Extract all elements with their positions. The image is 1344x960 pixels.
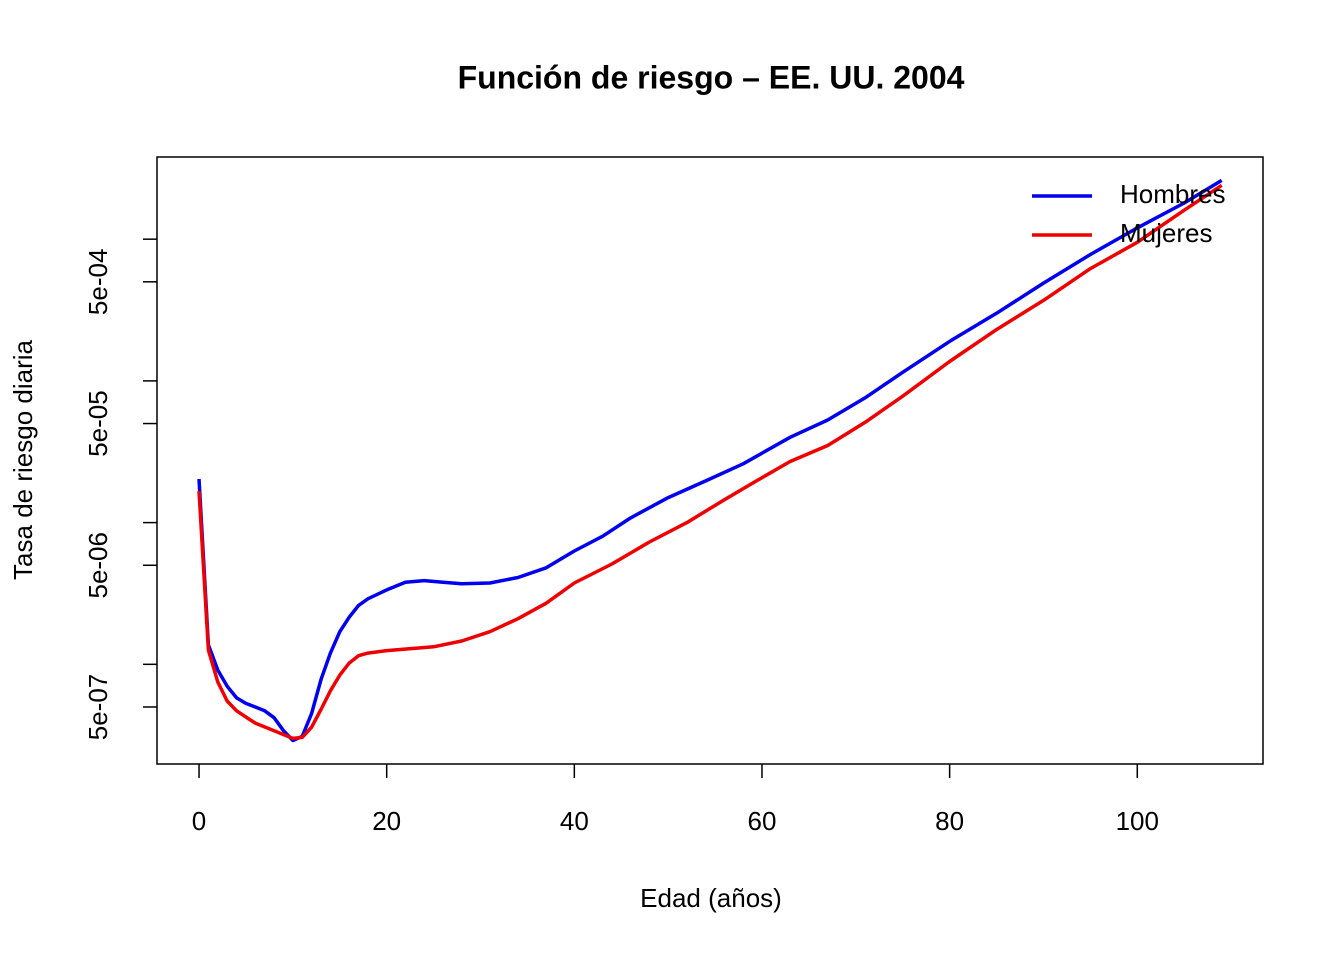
y-tick-label: 5e-04 (83, 249, 113, 316)
x-tick-label: 20 (372, 806, 401, 836)
x-tick-label: 40 (560, 806, 589, 836)
plot-frame (156, 156, 1264, 765)
x-tick-label: 80 (935, 806, 964, 836)
x-tick-label: 60 (748, 806, 777, 836)
x-tick-label: 0 (192, 806, 206, 836)
x-tick-label: 100 (1116, 806, 1159, 836)
y-tick-label: 5e-07 (83, 674, 113, 741)
legend-label: Hombres (1120, 179, 1225, 209)
series-line (197, 183, 1223, 741)
series-line (197, 178, 1223, 743)
y-axis-label: Tasa de riesgo diaria (8, 340, 38, 580)
legend-label: Mujeres (1120, 218, 1212, 248)
x-axis-label: Edad (años) (640, 883, 782, 913)
y-tick-label: 5e-06 (83, 532, 113, 599)
chart-title: Función de riesgo – EE. UU. 2004 (458, 59, 965, 95)
y-tick-label: 5e-05 (83, 390, 113, 457)
